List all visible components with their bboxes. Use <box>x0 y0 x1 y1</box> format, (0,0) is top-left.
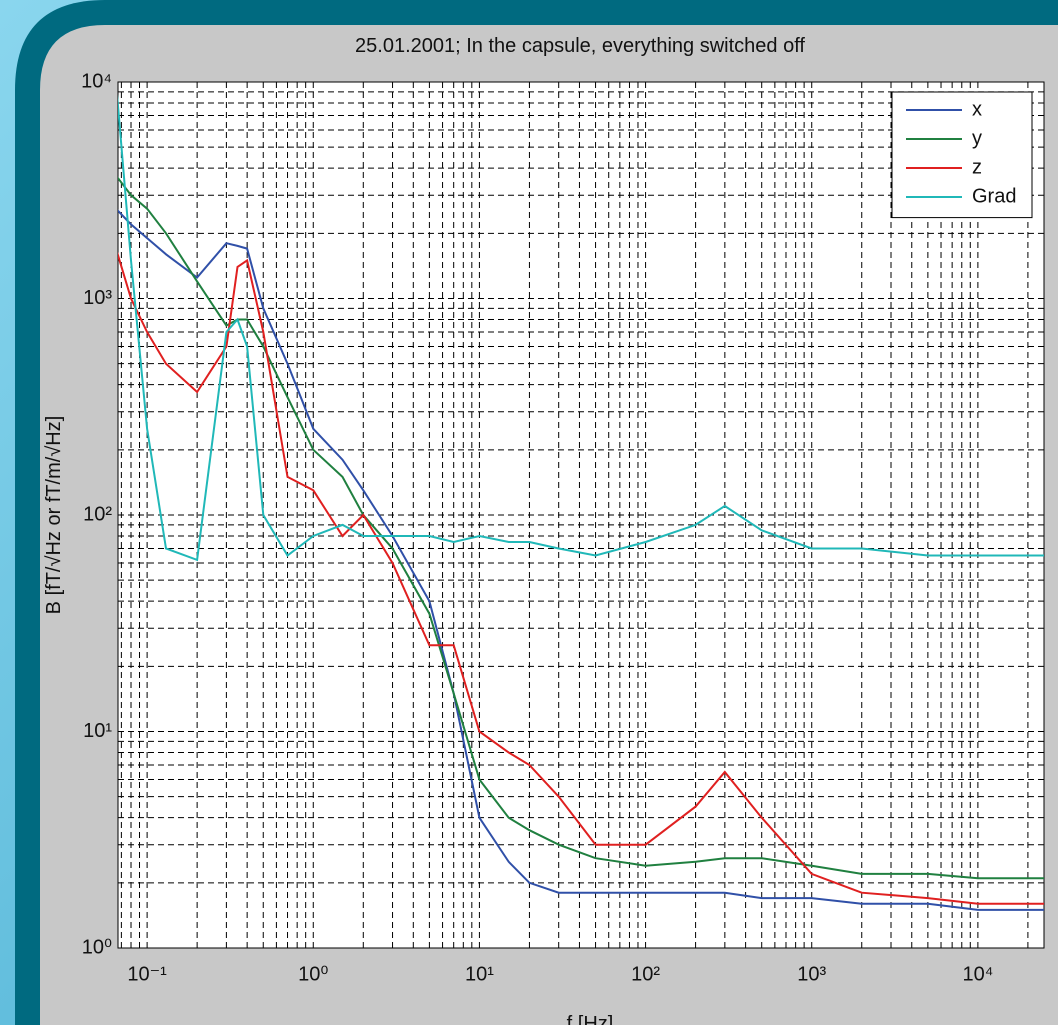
x-tick-label: 10² <box>631 963 660 985</box>
x-tick-label: 10¹ <box>465 963 494 985</box>
y-tick-label: 10² <box>83 503 112 525</box>
chart-title: 25.01.2001; In the capsule, everything s… <box>355 35 805 57</box>
y-tick-label: 10⁴ <box>81 70 112 92</box>
legend-label: z <box>972 156 982 178</box>
x-tick-label: 10⁻¹ <box>127 963 167 985</box>
legend-label: y <box>972 127 982 149</box>
x-tick-label: 10⁴ <box>962 963 993 985</box>
series-line <box>118 176 1044 880</box>
series-line <box>118 93 1044 562</box>
y-tick-label: 10¹ <box>83 720 112 742</box>
x-axis-label: f [Hz] <box>567 1013 614 1025</box>
y-axis-label: B [fT/√Hz or fT/m/√Hz] <box>43 416 65 615</box>
y-tick-label: 10³ <box>83 287 112 309</box>
series-line <box>118 251 1044 905</box>
legend-label: x <box>972 98 982 120</box>
y-tick-label: 10⁰ <box>82 936 112 958</box>
series-line <box>118 209 1044 911</box>
legend-label: Grad <box>972 185 1016 207</box>
plot-lines <box>118 93 1044 911</box>
x-tick-label: 10³ <box>797 963 826 985</box>
x-tick-label: 10⁰ <box>298 963 328 985</box>
